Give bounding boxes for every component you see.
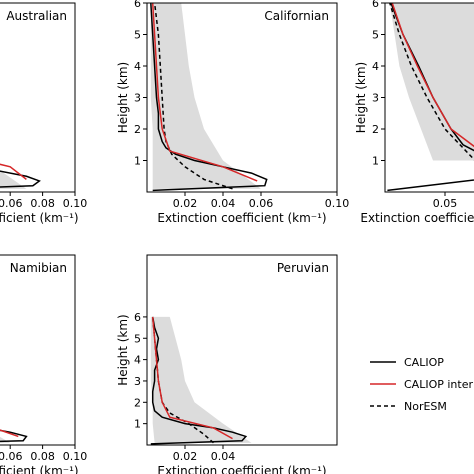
y-tick-label: 4 xyxy=(134,354,141,367)
y-tick-label: 5 xyxy=(134,29,141,42)
profile-line xyxy=(150,316,248,445)
x-axis-label: Extinction coefficient (km⁻¹) xyxy=(157,211,326,225)
profile-line xyxy=(0,429,28,443)
x-tick-label: 0.10 xyxy=(63,450,88,463)
panel-title: Peruvian xyxy=(277,261,329,275)
panel-title: Namibian xyxy=(10,261,67,275)
y-tick-label: 4 xyxy=(134,60,141,73)
x-axis-label: Extinction coefficient (km⁻¹) xyxy=(0,211,79,225)
y-tick-label: 3 xyxy=(134,92,141,105)
x-tick-label: 0.08 xyxy=(30,197,55,210)
spread-band xyxy=(150,3,261,189)
plot-area xyxy=(0,163,41,189)
profile-line xyxy=(151,316,233,440)
y-tick-label: 1 xyxy=(134,155,141,168)
profile-line xyxy=(391,3,474,148)
x-tick-label: 0.06 xyxy=(0,197,22,210)
legend-label: NorESM xyxy=(404,400,447,413)
x-axis-label: Extinction coefficient (km⁻¹) xyxy=(0,464,79,474)
x-tick-label: 0.10 xyxy=(325,197,350,210)
x-axis-label: Extinction coefficient (km⁻¹) xyxy=(360,211,474,225)
spread-band xyxy=(0,436,11,443)
plot-area xyxy=(150,316,252,445)
profile-line xyxy=(151,3,258,182)
x-tick-label: 0.08 xyxy=(30,450,55,463)
y-tick-label: 5 xyxy=(372,29,379,42)
profile-line xyxy=(150,3,268,192)
legend-label: CALIOP interpolated xyxy=(404,378,474,391)
y-tick-label: 1 xyxy=(372,155,379,168)
x-tick-label: 0.02 xyxy=(173,197,198,210)
y-tick-label: 2 xyxy=(134,396,141,409)
y-axis-label: Height (km) xyxy=(116,314,130,385)
spread-band xyxy=(0,170,27,189)
plot-area xyxy=(387,3,474,192)
y-tick-label: 3 xyxy=(134,375,141,388)
x-tick-label: 0.04 xyxy=(211,450,236,463)
y-axis-label: Height (km) xyxy=(354,62,368,133)
plot-area xyxy=(0,429,28,443)
spread-band xyxy=(389,3,474,161)
plot-area xyxy=(150,3,268,192)
y-tick-label: 6 xyxy=(134,0,141,10)
x-tick-label: 0.06 xyxy=(249,197,274,210)
x-tick-label: 0.04 xyxy=(211,197,236,210)
axes-frame xyxy=(0,2,76,193)
profile-line xyxy=(0,429,19,438)
y-tick-label: 6 xyxy=(372,0,379,10)
legend-label: CALIOP xyxy=(404,356,444,369)
axes-frame xyxy=(146,254,338,446)
x-tick-label: 0.05 xyxy=(433,197,458,210)
y-tick-label: 6 xyxy=(134,311,141,324)
spread-band xyxy=(150,316,252,443)
y-tick-label: 4 xyxy=(372,60,379,73)
x-tick-label: 0.10 xyxy=(63,197,88,210)
x-tick-label: 0.02 xyxy=(173,450,198,463)
y-tick-label: 5 xyxy=(134,332,141,345)
y-tick-label: 1 xyxy=(134,418,141,431)
y-tick-label: 2 xyxy=(134,123,141,136)
axes-frame xyxy=(0,254,76,446)
panel-title: Californian xyxy=(264,9,329,23)
x-tick-label: 0.06 xyxy=(0,450,22,463)
y-tick-label: 2 xyxy=(372,123,379,136)
profile-line xyxy=(0,163,27,180)
x-axis-label: Extinction coefficient (km⁻¹) xyxy=(157,464,326,474)
y-axis-label: Height (km) xyxy=(116,62,130,133)
profile-line xyxy=(0,170,41,188)
y-tick-label: 3 xyxy=(372,92,379,105)
panel-title: Australian xyxy=(6,9,67,23)
